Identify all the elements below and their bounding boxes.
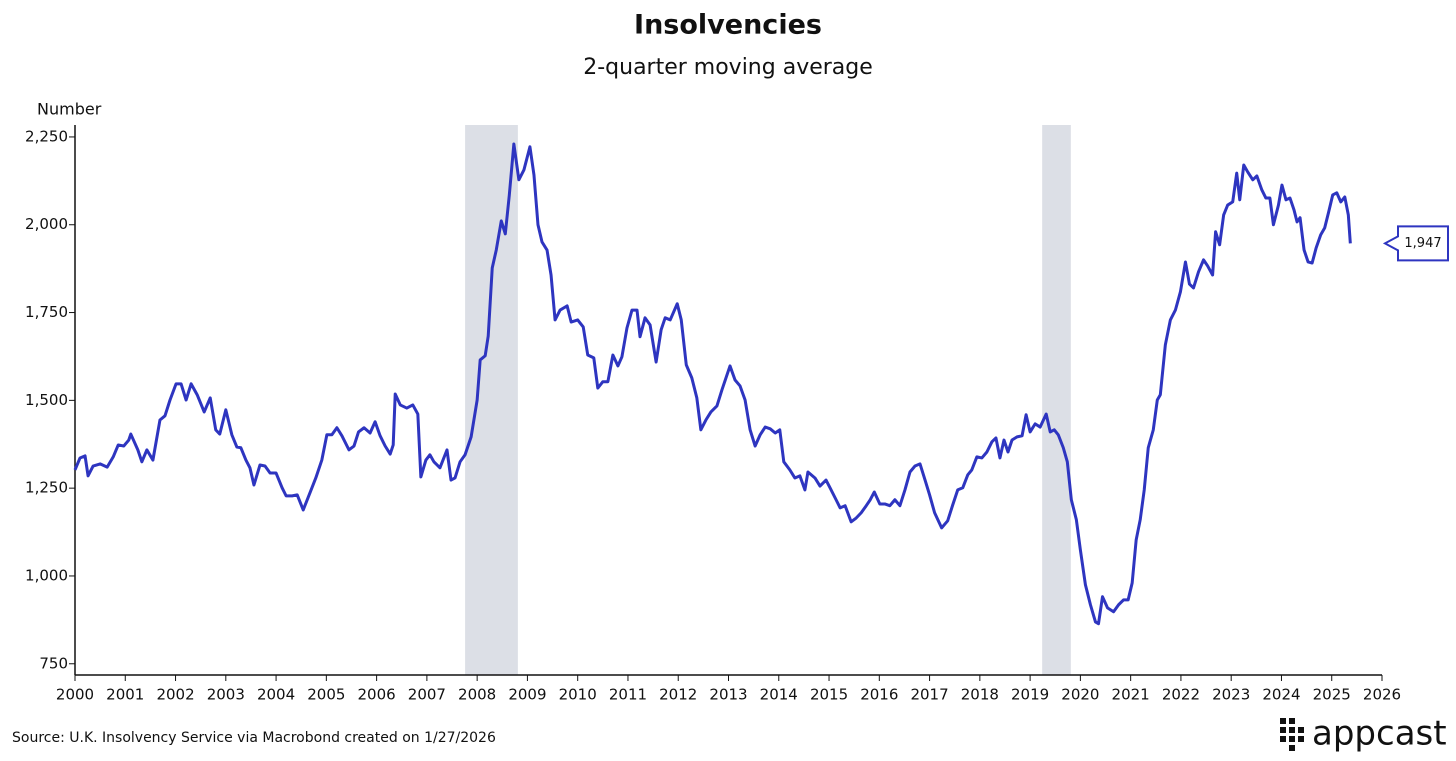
callout-label: 1,947 [1404,236,1441,251]
x-tick-label: 2022 [1162,686,1200,704]
y-tick-label: 1,750 [25,303,68,321]
y-tick-label: 2,250 [25,127,68,145]
shaded-period [1042,125,1071,675]
x-tick-label: 2019 [1011,686,1049,704]
x-tick-label: 2016 [860,686,898,704]
x-tick-label: 2013 [709,686,747,704]
y-tick-label: 2,000 [25,215,68,233]
x-tick-label: 2017 [910,686,948,704]
chart-subtitle: 2-quarter moving average [583,55,873,80]
data-line [73,142,1352,626]
x-tick-label: 2000 [56,686,94,704]
x-tick-label: 2008 [458,686,496,704]
shaded-period [465,125,518,675]
y-axis-label: Number [37,100,102,119]
x-tick-label: 2004 [257,686,295,704]
y-tick-label: 750 [39,654,68,672]
x-tick-label: 2007 [408,686,446,704]
callout-box [1382,225,1449,262]
x-tick-label: 2021 [1112,686,1150,704]
x-tick-label: 2020 [1061,686,1099,704]
x-tick-label: 2002 [156,686,194,704]
x-tick-label: 2003 [207,686,245,704]
x-tick-label: 2023 [1212,686,1250,704]
chart-title: Insolvencies [634,10,822,41]
source-note: Source: U.K. Insolvency Service via Macr… [12,730,496,746]
y-tick-label: 1,250 [25,479,68,497]
x-tick-label: 2009 [508,686,546,704]
x-tick-label: 2010 [559,686,597,704]
x-tick-label: 2006 [358,686,396,704]
x-tick-label: 2018 [961,686,999,704]
x-tick-label: 2014 [760,686,798,704]
logo: appcast [1280,714,1447,754]
x-tick-label: 2015 [810,686,848,704]
logo-icon [1280,718,1304,751]
x-tick-label: 2011 [609,686,647,704]
y-tick-label: 1,500 [25,391,68,409]
x-tick-label: 2005 [307,686,345,704]
x-tick-label: 2025 [1313,686,1351,704]
y-tick-label: 1,000 [25,566,68,584]
x-tick-label: 2026 [1363,686,1401,704]
logo-text: appcast [1312,714,1447,754]
x-tick-label: 2012 [659,686,697,704]
x-tick-label: 2001 [106,686,144,704]
x-tick-label: 2024 [1262,686,1300,704]
